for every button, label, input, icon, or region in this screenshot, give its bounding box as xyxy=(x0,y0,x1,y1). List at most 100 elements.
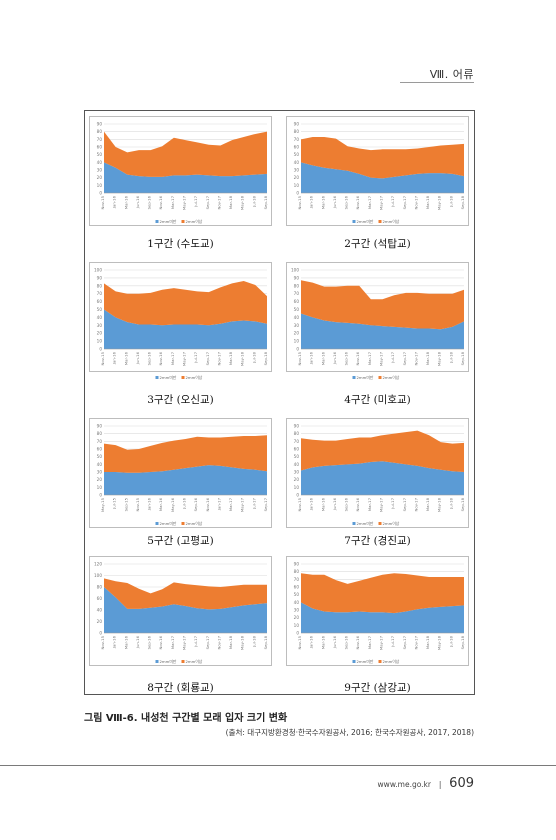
x-tick-label: Sep-17 xyxy=(402,351,407,365)
x-tick-label: Jul-17 xyxy=(251,497,256,509)
x-tick-label: Mar-17 xyxy=(170,351,175,365)
figure-frame xyxy=(84,110,475,695)
x-tick-label: Nov-16 xyxy=(355,497,360,511)
legend-swatch xyxy=(181,660,185,663)
x-tick-label: Mar-17 xyxy=(228,497,233,511)
x-tick-label: Jul-18 xyxy=(448,635,453,647)
x-tick-label: Sep-17 xyxy=(205,195,210,209)
x-tick-label: Sep-18 xyxy=(460,635,465,649)
area-chart: 0 10 20 30 40 50 60 70 80 90 May-15 Jul-15 Sep-15 Nov… xyxy=(97,424,268,527)
y-tick-label: 70 xyxy=(294,137,300,142)
x-tick-label: Nov-15 xyxy=(297,195,302,209)
x-tick-label: Jan-17 xyxy=(216,497,221,511)
x-tick-label: Jun-16 xyxy=(332,351,337,365)
y-tick-label: 30 xyxy=(294,323,300,328)
y-tick-label: 80 xyxy=(294,129,300,134)
legend-label: 2mm미만 xyxy=(160,375,177,380)
x-tick-label: Jun-16 xyxy=(135,635,140,649)
footer-rule xyxy=(0,765,556,766)
x-tick-label: Nov-15 xyxy=(135,497,140,511)
y-tick-label: 10 xyxy=(97,339,103,344)
y-tick-label: 10 xyxy=(97,485,103,490)
y-tick-label: 70 xyxy=(97,137,103,142)
x-tick-label: Nov-16 xyxy=(158,351,163,365)
x-tick-label: Sep-18 xyxy=(460,351,465,365)
x-tick-label: Jun-16 xyxy=(332,635,337,649)
x-tick-label: Nov-15 xyxy=(100,635,105,649)
x-tick-label: Sep-15 xyxy=(123,497,128,511)
x-tick-label: Sep-17 xyxy=(402,635,407,649)
y-tick-label: 40 xyxy=(294,462,300,467)
x-tick-label: Nov-17 xyxy=(216,351,221,365)
y-tick-label: 70 xyxy=(294,291,300,296)
series-area-2 xyxy=(104,131,267,177)
y-tick-label: 20 xyxy=(97,477,103,482)
x-tick-label: Nov-17 xyxy=(413,195,418,209)
legend-swatch xyxy=(352,660,356,663)
y-tick-label: 10 xyxy=(294,339,300,344)
x-tick-label: Sep-16 xyxy=(344,635,349,649)
x-tick-label: Mar-16 xyxy=(123,635,128,649)
legend-swatch xyxy=(378,522,382,525)
series-area-1 xyxy=(301,162,464,193)
chart-panel: 0 10 20 30 40 50 60 70 80 90 100 Nov-15 Jan-16 Mar-16… xyxy=(89,262,272,380)
x-tick-label: Jun-16 xyxy=(332,195,337,209)
y-tick-label: 40 xyxy=(97,160,103,165)
y-tick-label: 60 xyxy=(294,299,300,304)
y-tick-label: 50 xyxy=(294,307,300,312)
legend-swatch xyxy=(155,522,159,525)
legend-swatch xyxy=(155,220,159,223)
y-tick-label: 70 xyxy=(294,577,300,582)
x-tick-label: Mar-17 xyxy=(367,497,372,511)
x-tick-label: Sep-18 xyxy=(460,195,465,209)
x-tick-label: May-18 xyxy=(437,195,442,210)
x-tick-label: Mar-16 xyxy=(320,497,325,511)
y-tick-label: 90 xyxy=(294,562,300,567)
x-tick-label: Mar-18 xyxy=(425,635,430,649)
x-tick-label: Jul-17 xyxy=(390,351,395,363)
y-tick-label: 60 xyxy=(294,585,300,590)
x-tick-label: Jun-16 xyxy=(135,351,140,365)
x-tick-label: Nov-17 xyxy=(216,635,221,649)
y-tick-label: 70 xyxy=(97,291,103,296)
x-tick-label: Nov-15 xyxy=(297,497,302,511)
y-tick-label: 80 xyxy=(294,569,300,574)
x-tick-label: Nov-17 xyxy=(413,351,418,365)
y-tick-label: 40 xyxy=(97,608,103,613)
footer-url[interactable]: www.me.go.kr xyxy=(377,780,431,789)
legend-label: 2mm미만 xyxy=(160,659,177,664)
x-tick-label: Nov-15 xyxy=(297,635,302,649)
series-area-1 xyxy=(301,602,464,633)
x-tick-label: Jul-17 xyxy=(193,351,198,363)
y-tick-label: 90 xyxy=(294,424,300,429)
x-tick-label: Jul-18 xyxy=(448,351,453,363)
legend-swatch xyxy=(181,376,185,379)
y-tick-label: 60 xyxy=(97,447,103,452)
y-tick-label: 40 xyxy=(97,315,103,320)
legend-label: 2mm이상 xyxy=(383,219,400,224)
panel-caption: 2구간 (석탑교) xyxy=(344,238,411,250)
chart-panel: 0 10 20 30 40 50 60 70 80 90 Nov-15 Jan-16 Mar-16 Jun… xyxy=(286,418,469,528)
series-area-1 xyxy=(104,587,267,633)
x-tick-label: Sep-17 xyxy=(402,497,407,511)
x-tick-label: Jul-18 xyxy=(251,635,256,647)
panel-caption: 5구간 (고평교) xyxy=(147,535,214,547)
y-tick-label: 80 xyxy=(97,129,103,134)
x-tick-label: Mar-17 xyxy=(367,635,372,649)
chart-panel: 0 10 20 30 40 50 60 70 80 90 Nov-15 Jan-16 Mar-16 Jun… xyxy=(286,556,469,666)
x-tick-label: Nov-16 xyxy=(355,195,360,209)
y-tick-label: 50 xyxy=(294,454,300,459)
legend-swatch xyxy=(352,522,356,525)
x-tick-label: Jul-18 xyxy=(448,195,453,207)
series-area-1 xyxy=(104,162,267,193)
chapter-title: Ⅷ. 어류 xyxy=(429,68,474,81)
footer-separator: | xyxy=(438,780,442,789)
y-tick-label: 80 xyxy=(97,283,103,288)
legend-swatch xyxy=(378,376,382,379)
x-tick-label: Jun-16 xyxy=(332,497,337,511)
y-tick-label: 80 xyxy=(294,283,300,288)
y-tick-label: 40 xyxy=(97,462,103,467)
legend-label: 2mm미만 xyxy=(357,375,374,380)
x-tick-label: Sep-18 xyxy=(263,635,268,649)
panel-caption: 4구간 (미호교) xyxy=(344,394,411,406)
